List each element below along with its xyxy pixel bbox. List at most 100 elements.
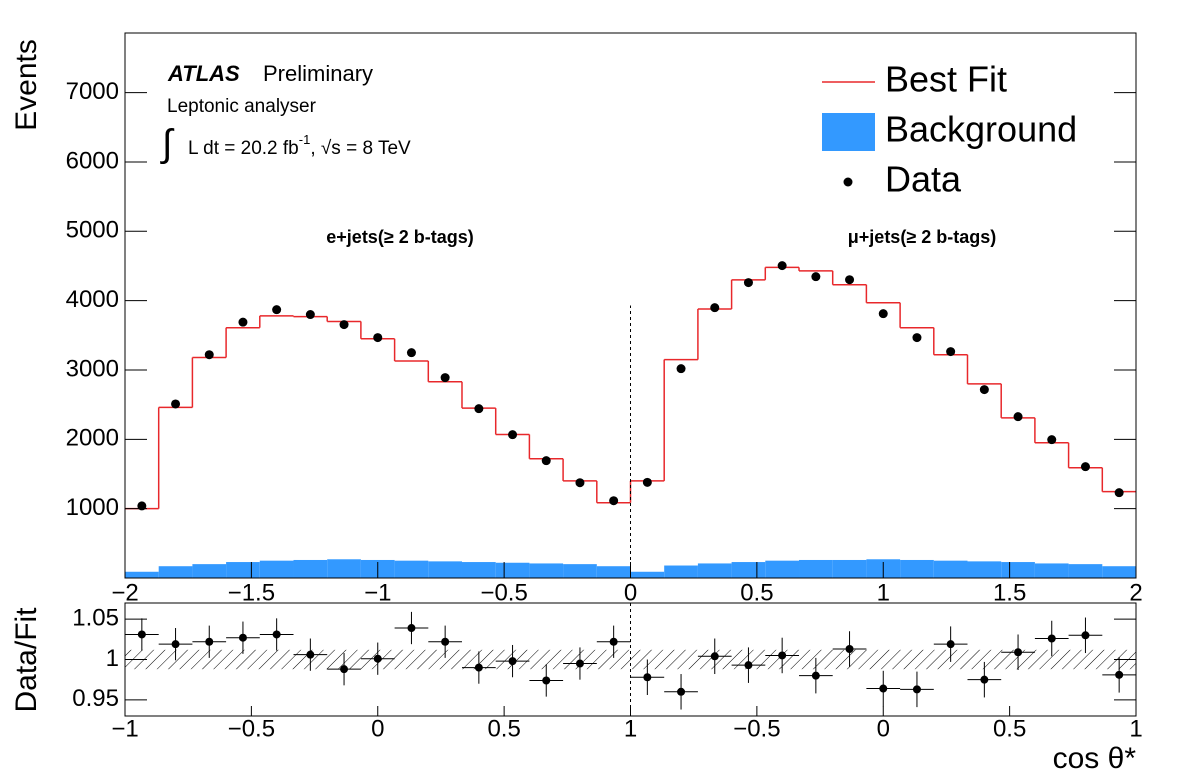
background-bar xyxy=(293,559,328,578)
ratio-point xyxy=(710,652,719,661)
x-tick-label: −0.5 xyxy=(733,715,780,742)
x-tick-label: −2 xyxy=(111,579,138,606)
ratio-point xyxy=(946,640,955,649)
ratio-point xyxy=(508,657,517,666)
background-bar xyxy=(1102,566,1136,578)
ratio-point xyxy=(306,650,315,659)
lumi-label: L dt = 20.2 fb-1, √s = 8 TeV xyxy=(188,132,411,159)
ratio-point xyxy=(1115,670,1124,679)
data-point xyxy=(1047,435,1057,445)
background-bar xyxy=(327,559,361,578)
ratio-point xyxy=(340,665,349,674)
legend-label: Data xyxy=(885,159,962,200)
y-tick-label: 2000 xyxy=(66,425,119,452)
data-point xyxy=(912,333,922,343)
background-bar xyxy=(765,560,800,578)
ratio-point xyxy=(1047,634,1056,643)
background-bar xyxy=(259,560,294,578)
x-tick-label: 0.5 xyxy=(740,579,773,606)
x-tick-label: −0.5 xyxy=(480,579,527,606)
ratio-y-axis-title: Data/Fit xyxy=(10,607,43,713)
background-bar xyxy=(394,560,429,578)
data-point xyxy=(406,348,416,358)
data-point xyxy=(305,310,315,320)
analysis-label: Leptonic analyser xyxy=(167,96,317,117)
ratio-point xyxy=(373,654,382,663)
y-tick-label: 1 xyxy=(106,645,119,672)
ratio-point xyxy=(778,651,787,660)
ratio-point xyxy=(811,671,820,680)
data-point xyxy=(642,477,652,487)
data-point xyxy=(946,347,956,357)
lumi-text: L dt = 20.2 fb xyxy=(188,138,299,159)
y-tick-label: 1000 xyxy=(66,494,119,521)
ratio-point xyxy=(171,640,180,649)
ratio-point xyxy=(744,661,753,670)
channel-label: μ+jets(≥ 2 b-tags) xyxy=(848,227,996,247)
x-tick-label: −1.5 xyxy=(228,579,275,606)
data-point xyxy=(743,278,753,288)
data-point xyxy=(1080,462,1090,472)
background-bar xyxy=(1068,564,1103,578)
background-bar xyxy=(832,559,867,578)
data-point xyxy=(373,333,383,343)
x-tick-label: 0 xyxy=(624,579,637,606)
ratio-point xyxy=(1014,648,1023,657)
data-point xyxy=(575,478,585,488)
background-bar xyxy=(1001,562,1035,578)
background-bar xyxy=(125,571,159,578)
lumi-exponent: -1 xyxy=(299,132,311,147)
x-axis-title: cos θ* xyxy=(1053,742,1137,772)
ratio-point xyxy=(1081,631,1090,640)
data-point xyxy=(979,385,989,395)
background-bar xyxy=(900,559,934,578)
legend-swatch xyxy=(822,113,875,151)
y-tick-label: 4000 xyxy=(66,286,119,313)
background-bar xyxy=(967,561,1002,578)
data-point xyxy=(171,399,181,409)
x-tick-label: 1 xyxy=(624,715,637,742)
ratio-point xyxy=(643,673,652,682)
background-bar xyxy=(731,562,766,578)
background-bar xyxy=(799,559,833,578)
ratio-point xyxy=(575,659,584,668)
x-tick-label: −1 xyxy=(364,579,391,606)
x-tick-label: −1 xyxy=(111,715,138,742)
background-bar xyxy=(630,571,665,578)
ratio-point xyxy=(879,684,888,693)
ratio-point xyxy=(272,630,281,639)
data-point xyxy=(204,350,214,360)
ratio-point xyxy=(912,685,921,694)
ratio-point xyxy=(542,676,551,685)
y-tick-label: 3000 xyxy=(66,355,119,382)
x-tick-label: 0 xyxy=(877,715,890,742)
data-point xyxy=(676,364,686,374)
ratio-point xyxy=(980,675,989,684)
background-bar xyxy=(158,566,193,578)
y-axis-title: Events xyxy=(10,39,43,131)
data-point xyxy=(710,303,720,313)
y-tick-label: 5000 xyxy=(66,217,119,244)
background-bar xyxy=(1034,563,1069,578)
data-point xyxy=(811,272,821,282)
legend-label: Best Fit xyxy=(885,59,1007,100)
background-bar xyxy=(933,560,968,578)
ratio-point xyxy=(845,645,854,654)
background-bar xyxy=(461,562,496,578)
legend-label: Background xyxy=(885,109,1077,150)
data-point xyxy=(845,275,855,285)
y-tick-label: 0.95 xyxy=(72,685,119,712)
data-point xyxy=(1114,488,1124,498)
ratio-point xyxy=(474,663,483,672)
x-tick-label: 2 xyxy=(1129,579,1142,606)
background-bar xyxy=(428,561,462,578)
x-tick-label: 1 xyxy=(1129,715,1142,742)
ratio-point xyxy=(609,637,618,646)
y-tick-label: 1.05 xyxy=(72,604,119,631)
status-label: Preliminary xyxy=(263,61,373,86)
x-tick-label: 1 xyxy=(877,579,890,606)
ratio-point xyxy=(238,633,247,642)
channel-label: e+jets(≥ 2 b-tags) xyxy=(326,227,473,247)
